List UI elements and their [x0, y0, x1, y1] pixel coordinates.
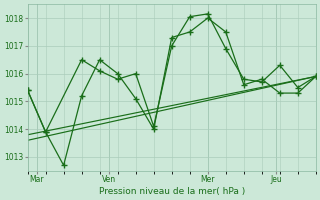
X-axis label: Pression niveau de la mer( hPa ): Pression niveau de la mer( hPa )	[99, 187, 245, 196]
